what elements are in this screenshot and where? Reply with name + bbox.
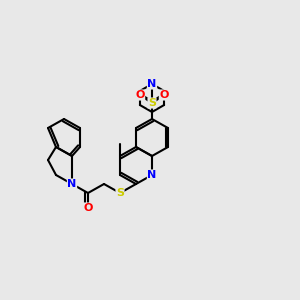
Text: O: O [83,203,93,213]
Text: O: O [159,90,169,100]
Text: S: S [148,98,156,108]
Text: N: N [147,170,157,180]
Text: S: S [116,188,124,198]
Text: O: O [135,90,145,100]
Text: N: N [147,79,157,89]
Text: N: N [68,179,76,189]
